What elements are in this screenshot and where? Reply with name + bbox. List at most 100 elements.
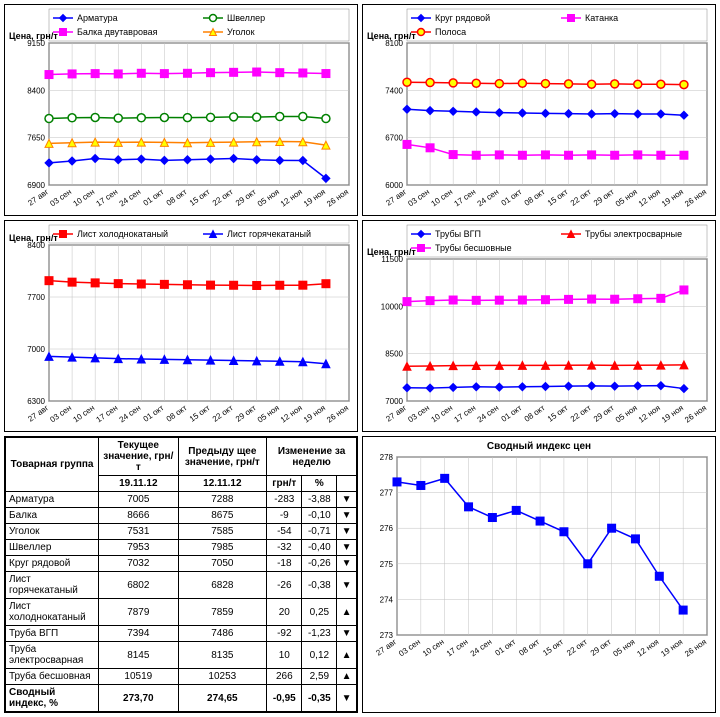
- svg-text:Трубы бесшовные: Трубы бесшовные: [435, 243, 512, 253]
- svg-text:08 окт: 08 окт: [523, 187, 547, 208]
- svg-text:8500: 8500: [385, 350, 403, 359]
- svg-text:26 ноя: 26 ноя: [683, 637, 708, 658]
- svg-text:26 ноя: 26 ноя: [683, 187, 708, 208]
- svg-text:Арматура: Арматура: [77, 13, 118, 23]
- svg-text:29 окт: 29 окт: [234, 187, 258, 208]
- svg-text:7000: 7000: [27, 345, 45, 354]
- svg-text:29 окт: 29 окт: [589, 637, 613, 658]
- svg-text:Лист горячекатаный: Лист горячекатаный: [227, 229, 311, 239]
- svg-text:Цена, грн/т: Цена, грн/т: [9, 233, 58, 243]
- svg-text:27 авг: 27 авг: [384, 187, 408, 207]
- svg-text:08 окт: 08 окт: [165, 187, 189, 208]
- svg-text:24 сен: 24 сен: [476, 403, 501, 424]
- svg-text:19 ноя: 19 ноя: [660, 187, 685, 208]
- svg-text:Лист холоднокатаный: Лист холоднокатаный: [77, 229, 168, 239]
- svg-text:12 ноя: 12 ноя: [279, 187, 304, 208]
- svg-text:27 авг: 27 авг: [26, 403, 50, 423]
- svg-text:6700: 6700: [385, 134, 403, 143]
- svg-text:10 сен: 10 сен: [429, 403, 454, 424]
- svg-text:24 сен: 24 сен: [118, 187, 143, 208]
- svg-text:Цена, грн/т: Цена, грн/т: [9, 31, 58, 41]
- svg-text:01 окт: 01 окт: [500, 403, 524, 424]
- svg-text:Трубы электросварные: Трубы электросварные: [585, 229, 682, 239]
- svg-text:12 ноя: 12 ноя: [635, 637, 660, 658]
- svg-text:7650: 7650: [27, 134, 45, 143]
- table-row: Лист горячекатаный68026828-26-0,38: [6, 572, 357, 599]
- svg-text:01 окт: 01 окт: [142, 187, 166, 208]
- svg-text:01 окт: 01 окт: [142, 403, 166, 424]
- svg-text:24 сен: 24 сен: [476, 187, 501, 208]
- svg-text:27 авг: 27 авг: [384, 403, 408, 423]
- svg-text:22 окт: 22 окт: [211, 403, 235, 424]
- svg-text:12 ноя: 12 ноя: [637, 403, 662, 424]
- svg-text:05 ноя: 05 ноя: [256, 403, 281, 424]
- svg-text:29 окт: 29 окт: [592, 187, 616, 208]
- svg-text:22 окт: 22 окт: [565, 637, 589, 658]
- svg-text:03 сен: 03 сен: [397, 637, 422, 658]
- svg-text:17 сен: 17 сен: [453, 187, 478, 208]
- svg-text:19 ноя: 19 ноя: [660, 403, 685, 424]
- table-summary-row: Сводный индекс, %273,70274,65-0,95-0,35: [6, 685, 357, 712]
- svg-text:22 окт: 22 окт: [569, 187, 593, 208]
- price-table: Товарная группа Текущее значение, грн/т …: [4, 436, 358, 713]
- svg-text:08 окт: 08 окт: [165, 403, 189, 424]
- table-row: Труба электросварная81458135100,12: [6, 642, 357, 669]
- svg-text:10 сен: 10 сен: [71, 403, 96, 424]
- table-row: Труба бесшовная10519102532662,59: [6, 669, 357, 685]
- svg-text:10 сен: 10 сен: [429, 187, 454, 208]
- svg-text:Сводный индекс цен: Сводный индекс цен: [487, 441, 591, 452]
- svg-text:12 ноя: 12 ноя: [279, 403, 304, 424]
- table-row: Балка86668675-9-0,10: [6, 508, 357, 524]
- th-date-cur: 19.11.12: [99, 476, 178, 492]
- svg-text:29 окт: 29 окт: [234, 403, 258, 424]
- svg-text:Круг рядовой: Круг рядовой: [435, 13, 490, 23]
- table-row: Уголок75317585-54-0,71: [6, 524, 357, 540]
- svg-text:274: 274: [380, 595, 394, 604]
- svg-text:03 сен: 03 сен: [48, 187, 73, 208]
- svg-text:17 сен: 17 сен: [445, 637, 470, 658]
- svg-text:15 окт: 15 окт: [188, 187, 212, 208]
- chart-4: Трубы ВГПТрубы электросварныеТрубы бесшо…: [362, 220, 716, 432]
- chart-1: АрматураШвеллерБалка двутавроваяУголок69…: [4, 4, 358, 216]
- table-row: Круг рядовой70327050-18-0,26: [6, 556, 357, 572]
- svg-text:05 ноя: 05 ноя: [614, 403, 639, 424]
- svg-text:Швеллер: Швеллер: [227, 13, 265, 23]
- svg-text:03 сен: 03 сен: [406, 187, 431, 208]
- svg-text:276: 276: [380, 524, 394, 533]
- svg-text:26 ноя: 26 ноя: [325, 403, 350, 424]
- svg-text:26 ноя: 26 ноя: [325, 187, 350, 208]
- svg-text:15 окт: 15 окт: [546, 403, 570, 424]
- svg-text:Балка двутавровая: Балка двутавровая: [77, 27, 158, 37]
- svg-text:19 ноя: 19 ноя: [302, 403, 327, 424]
- th-arrow: [337, 476, 357, 492]
- svg-text:15 окт: 15 окт: [546, 187, 570, 208]
- svg-text:278: 278: [380, 453, 394, 462]
- table-row: Лист холоднокатаный78797859200,25: [6, 599, 357, 626]
- svg-text:277: 277: [380, 489, 394, 498]
- svg-text:05 ноя: 05 ноя: [256, 187, 281, 208]
- svg-text:01 окт: 01 окт: [500, 187, 524, 208]
- table-row: Труба ВГП73947486-92-1,23: [6, 626, 357, 642]
- th-pct: %: [302, 476, 337, 492]
- svg-text:08 окт: 08 окт: [517, 637, 541, 658]
- svg-text:26 ноя: 26 ноя: [683, 403, 708, 424]
- svg-text:12 ноя: 12 ноя: [637, 187, 662, 208]
- table-row: Арматура70057288-283-3,88: [6, 492, 357, 508]
- th-prev: Предыду щее значение, грн/т: [178, 438, 267, 476]
- svg-text:19 ноя: 19 ноя: [659, 637, 684, 658]
- svg-text:15 окт: 15 окт: [541, 637, 565, 658]
- svg-text:Уголок: Уголок: [227, 27, 255, 37]
- svg-text:27 авг: 27 авг: [374, 637, 398, 657]
- dashboard-grid: АрматураШвеллерБалка двутавроваяУголок69…: [0, 0, 720, 717]
- svg-text:Полоса: Полоса: [435, 27, 466, 37]
- svg-text:8400: 8400: [27, 86, 45, 95]
- th-unit: грн/т: [267, 476, 302, 492]
- svg-text:7700: 7700: [27, 293, 45, 302]
- svg-text:Цена, грн/т: Цена, грн/т: [367, 31, 416, 41]
- svg-text:17 сен: 17 сен: [95, 187, 120, 208]
- svg-text:15 окт: 15 окт: [188, 403, 212, 424]
- svg-text:19 ноя: 19 ноя: [302, 187, 327, 208]
- svg-text:10 сен: 10 сен: [71, 187, 96, 208]
- index-chart: Сводный индекс цен27327427527627727827 а…: [362, 436, 716, 713]
- svg-text:Цена, грн/т: Цена, грн/т: [367, 247, 416, 257]
